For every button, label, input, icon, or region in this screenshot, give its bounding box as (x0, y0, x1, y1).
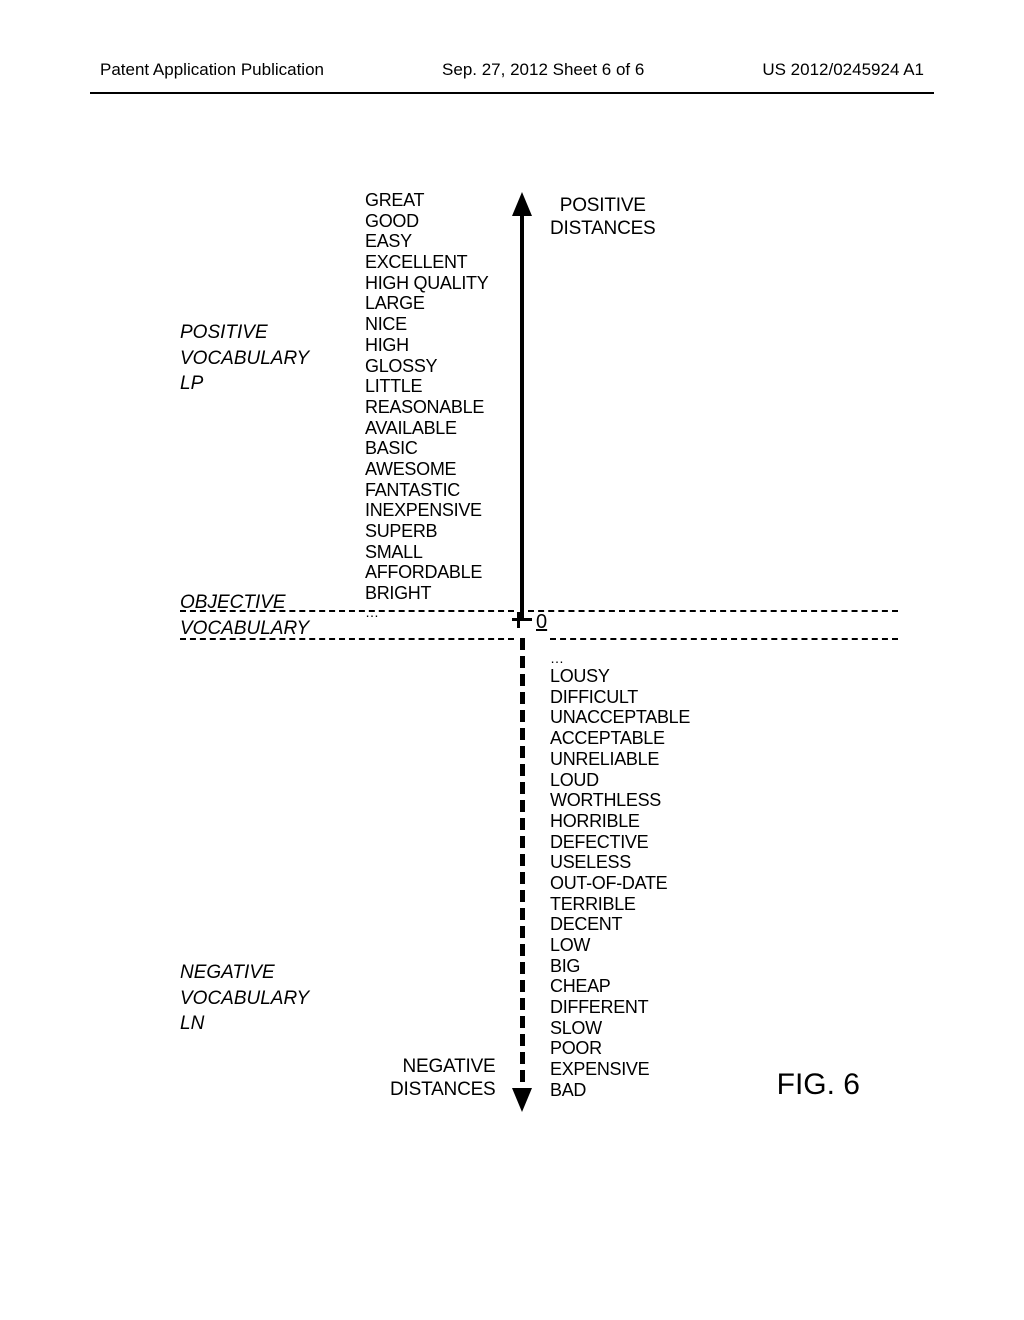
word-item: BIG (550, 956, 690, 977)
zero-tick-v (517, 612, 520, 628)
word-item: BRIGHT (365, 583, 488, 604)
cat-negative-line2: VOCABULARY (180, 986, 309, 1012)
dashed-line-upper-left (180, 610, 514, 612)
pos-dist-line2: DISTANCES (550, 218, 656, 241)
ellipsis-icon: … (550, 650, 690, 666)
cat-negative-line3: LN (180, 1011, 309, 1037)
neg-dist-line2: DISTANCES (390, 1079, 496, 1102)
word-item: DIFFICULT (550, 687, 690, 708)
word-item: OUT-OF-DATE (550, 873, 690, 894)
dashed-line-upper-right (528, 610, 898, 612)
figure-label: FIG. 6 (777, 1068, 860, 1102)
positive-word-list: GREAT GOOD EASY EXCELLENT HIGH QUALITY L… (365, 190, 488, 620)
word-item: REASONABLE (365, 397, 488, 418)
word-item: EASY (365, 231, 488, 252)
word-item: LARGE (365, 293, 488, 314)
header-right: US 2012/0245924 A1 (762, 60, 924, 80)
arrow-up-icon (512, 192, 532, 216)
word-item: FANTASTIC (365, 480, 488, 501)
word-item: BASIC (365, 438, 488, 459)
word-item: GOOD (365, 211, 488, 232)
word-item: EXCELLENT (365, 252, 488, 273)
word-item: UNACCEPTABLE (550, 707, 690, 728)
word-item: GREAT (365, 190, 488, 211)
axis-upper-solid (520, 214, 524, 620)
word-item: CHEAP (550, 976, 690, 997)
word-item: AWESOME (365, 459, 488, 480)
axis-lower-dashed (520, 638, 525, 1092)
header-center: Sep. 27, 2012 Sheet 6 of 6 (442, 60, 644, 80)
header-left: Patent Application Publication (100, 60, 324, 80)
page-header: Patent Application Publication Sep. 27, … (0, 60, 1024, 80)
zero-tick-h (512, 618, 532, 621)
word-item: GLOSSY (365, 356, 488, 377)
word-item: NICE (365, 314, 488, 335)
word-item: ACCEPTABLE (550, 728, 690, 749)
cat-positive-line1: POSITIVE (180, 320, 309, 346)
dashed-line-lower-left (180, 638, 514, 640)
figure-6: POSITIVE VOCABULARY LP OBJECTIVE VOCABUL… (120, 190, 900, 1190)
cat-label-objective: OBJECTIVE VOCABULARY (180, 590, 309, 641)
pos-dist-line1: POSITIVE (550, 195, 656, 218)
word-item: HORRIBLE (550, 811, 690, 832)
word-item: WORTHLESS (550, 790, 690, 811)
cat-negative-line1: NEGATIVE (180, 960, 309, 986)
word-item: AFFORDABLE (365, 562, 488, 583)
word-item: DEFECTIVE (550, 832, 690, 853)
word-item: USELESS (550, 852, 690, 873)
word-item: EXPENSIVE (550, 1059, 690, 1080)
cat-label-negative: NEGATIVE VOCABULARY LN (180, 960, 309, 1037)
word-item: BAD (550, 1080, 690, 1101)
word-item: TERRIBLE (550, 894, 690, 915)
word-item: HIGH QUALITY (365, 273, 488, 294)
dashed-line-lower-right (550, 638, 898, 640)
word-item: LOUSY (550, 666, 690, 687)
arrow-down-icon (512, 1088, 532, 1112)
cat-label-positive: POSITIVE VOCABULARY LP (180, 320, 309, 397)
cat-positive-line3: LP (180, 371, 309, 397)
zero-label: 0 (536, 611, 547, 634)
negative-distances-label: NEGATIVE DISTANCES (390, 1056, 496, 1102)
word-item: HIGH (365, 335, 488, 356)
word-item: AVAILABLE (365, 418, 488, 439)
positive-distances-label: POSITIVE DISTANCES (550, 195, 656, 241)
word-item: LOW (550, 935, 690, 956)
word-item: SMALL (365, 542, 488, 563)
word-item: LOUD (550, 770, 690, 791)
word-item: UNRELIABLE (550, 749, 690, 770)
word-item: DIFFERENT (550, 997, 690, 1018)
word-item: POOR (550, 1038, 690, 1059)
word-item: DECENT (550, 914, 690, 935)
neg-dist-line1: NEGATIVE (390, 1056, 496, 1079)
negative-word-list: … LOUSY DIFFICULT UNACCEPTABLE ACCEPTABL… (550, 650, 690, 1101)
word-item: INEXPENSIVE (365, 500, 488, 521)
header-rule (90, 92, 934, 94)
word-item: SLOW (550, 1018, 690, 1039)
word-item: SUPERB (365, 521, 488, 542)
cat-positive-line2: VOCABULARY (180, 346, 309, 372)
word-item: LITTLE (365, 376, 488, 397)
